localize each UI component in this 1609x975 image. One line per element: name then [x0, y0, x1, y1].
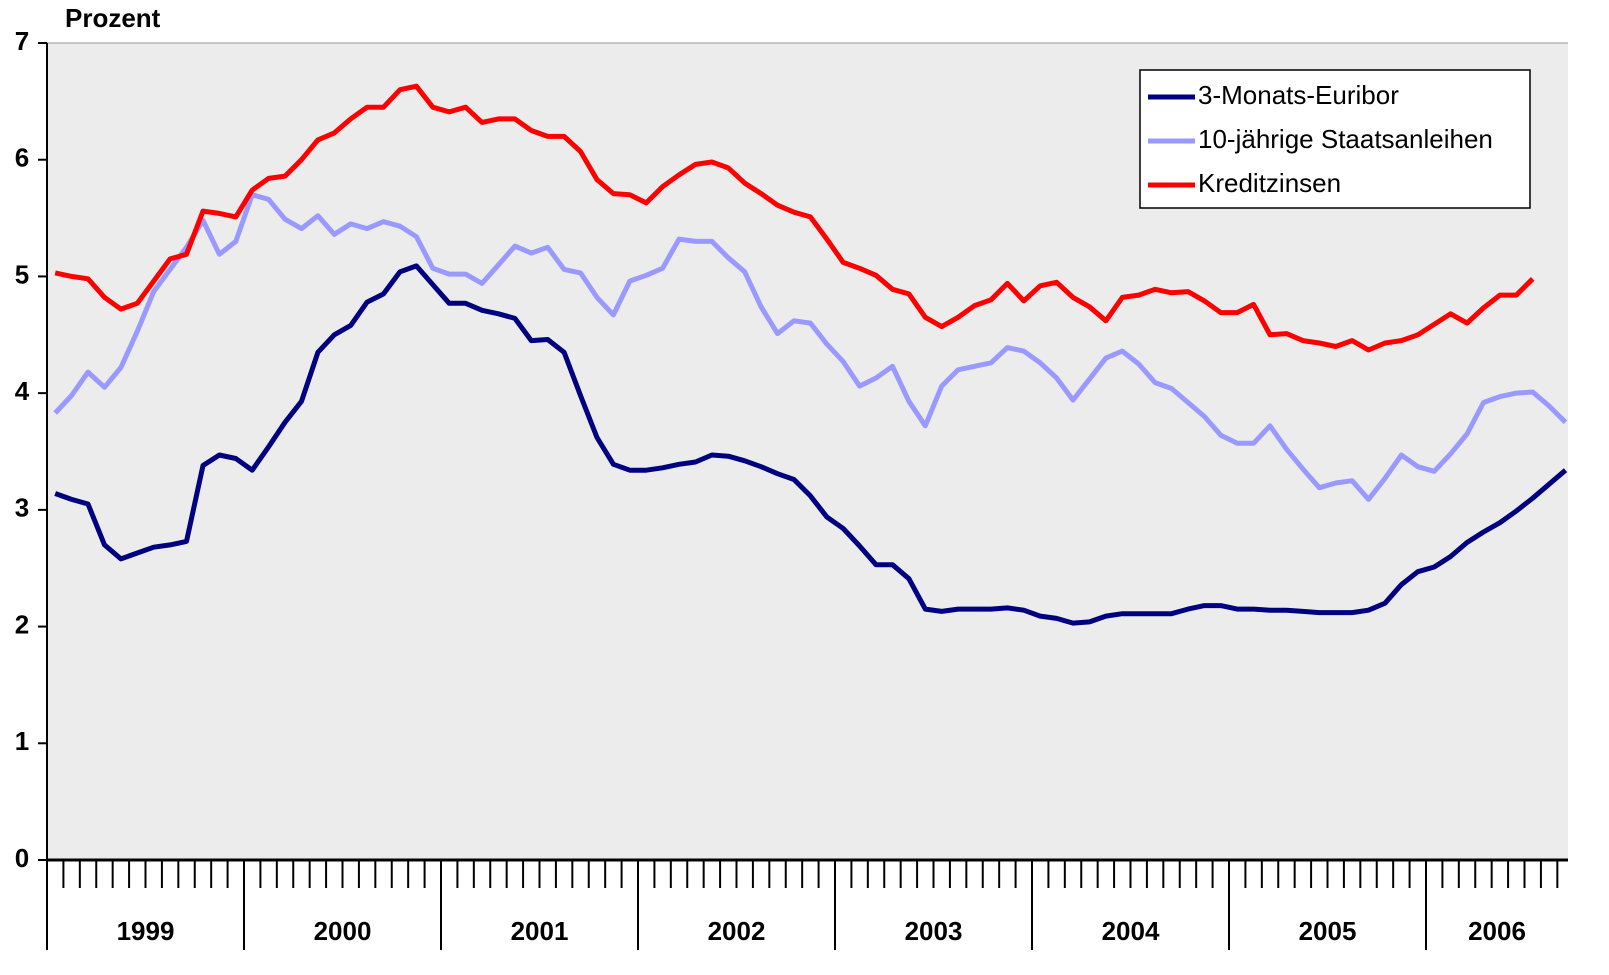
x-tick-label: 1999 [117, 916, 175, 946]
y-tick-label: 2 [15, 609, 29, 639]
y-tick-label: 5 [15, 259, 29, 289]
series-line [53, 192, 1568, 502]
legend-label: 3-Monats-Euribor [1198, 80, 1399, 110]
y-tick-label: 0 [15, 843, 29, 873]
x-tick-label: 2004 [1102, 916, 1160, 946]
x-tick-label: 2005 [1299, 916, 1357, 946]
y-tick-label: 1 [15, 726, 29, 756]
x-tick-label: 2000 [314, 916, 372, 946]
y-tick-label: 7 [15, 26, 29, 56]
series-line [54, 83, 1535, 353]
y-axis-label: Prozent [65, 3, 161, 33]
legend-box [1139, 69, 1531, 209]
x-tick-label: 2003 [905, 916, 963, 946]
x-tick-label: 2001 [511, 916, 569, 946]
y-tick-label: 6 [15, 143, 29, 173]
y-tick-label: 3 [15, 493, 29, 523]
y-tick-label: 4 [15, 376, 30, 406]
legend-label: 10-jährige Staatsanleihen [1198, 124, 1493, 154]
series-line [54, 263, 1568, 626]
x-tick-label: 2006 [1468, 916, 1526, 946]
x-tick-label: 2002 [708, 916, 766, 946]
legend-label: Kreditzinsen [1198, 168, 1341, 198]
